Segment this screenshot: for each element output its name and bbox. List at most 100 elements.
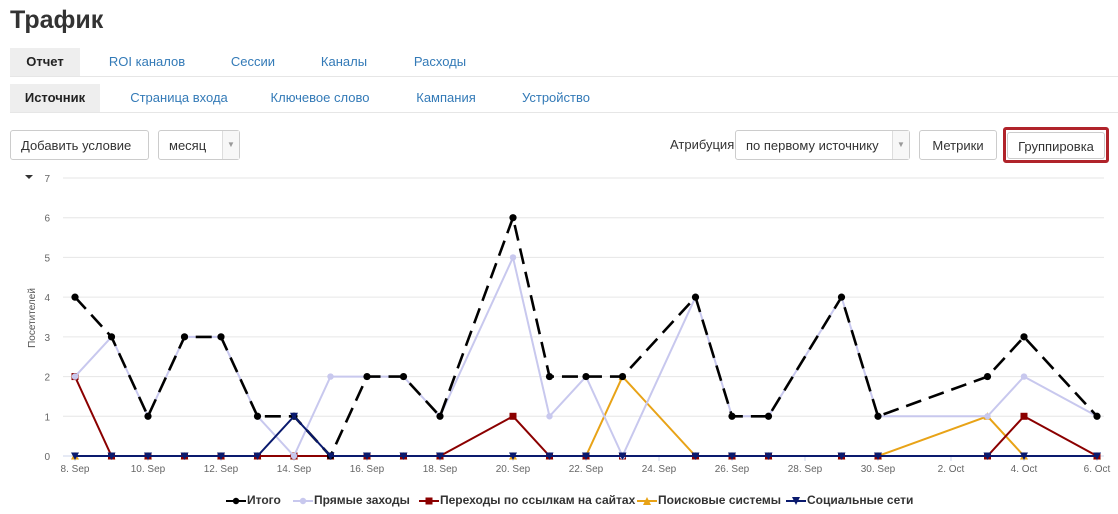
- data-point: [71, 373, 79, 380]
- data-point: [1020, 333, 1028, 341]
- legend-total-label: Итого: [247, 493, 281, 507]
- select-arrow-icon: ▼: [222, 131, 239, 159]
- data-point: [107, 452, 116, 460]
- legend-social-marker-icon: [786, 496, 806, 505]
- data-point: [546, 413, 553, 420]
- attribution-label: Атрибуция: [670, 137, 735, 152]
- data-point: [1020, 412, 1028, 420]
- x-tick-label: 20. Sep: [496, 464, 531, 475]
- legend-social-label: Социальные сети: [807, 493, 914, 507]
- primary-tabs: Отчет ROI каналов Сессии Каналы Расходы: [10, 48, 1118, 77]
- x-tick-label: 8. Sep: [61, 464, 90, 475]
- y-tick-label: 5: [44, 253, 50, 264]
- data-point: [728, 412, 736, 420]
- data-point: [509, 412, 517, 420]
- y-tick-label: 6: [44, 214, 50, 225]
- data-point: [837, 452, 846, 460]
- data-point: [764, 452, 773, 460]
- tab-campaign[interactable]: Кампания: [416, 90, 476, 105]
- data-point: [1093, 452, 1101, 460]
- y-axis-label: Посетителей: [27, 288, 38, 348]
- x-tick-label: 12. Sep: [204, 464, 239, 475]
- y-tick-label: 2: [44, 373, 50, 384]
- data-point: [1020, 373, 1028, 380]
- data-point: [144, 452, 152, 460]
- data-point: [363, 372, 371, 381]
- x-tick-label: 4. Oct: [1011, 464, 1038, 475]
- data-point: [984, 413, 991, 420]
- legend-referral-label: Переходы по ссылкам на сайтах: [440, 493, 636, 507]
- data-point: [399, 452, 408, 460]
- legend-item-direct[interactable]: Прямые заходы: [292, 493, 410, 507]
- data-point: [253, 452, 262, 460]
- period-select[interactable]: месяц ▼: [158, 130, 240, 160]
- attribution-select-value: по первому источнику: [746, 138, 879, 153]
- chart-grid: [63, 177, 1104, 457]
- data-point: [71, 452, 79, 460]
- x-tick-label: 22. Sep: [569, 464, 604, 475]
- add-condition-button[interactable]: Добавить условие: [10, 130, 149, 179]
- data-point: [107, 333, 116, 341]
- data-point: [874, 412, 882, 420]
- x-tick-label: 6. Oct: [1084, 464, 1111, 475]
- tab-source[interactable]: Источник: [10, 84, 100, 112]
- page-title: Трафик: [10, 6, 104, 34]
- legend-item-referral[interactable]: Переходы по ссылкам на сайтах: [418, 493, 635, 507]
- grouping-highlight-frame: [1003, 127, 1109, 163]
- data-point: [509, 254, 517, 261]
- tab-expenses[interactable]: Расходы: [413, 54, 467, 69]
- legend-item-social[interactable]: Социальные сети: [785, 493, 913, 507]
- data-point: [837, 293, 846, 301]
- tab-keyword[interactable]: Ключевое слово: [270, 90, 370, 105]
- data-point: [363, 452, 371, 460]
- x-tick-label: 16. Sep: [350, 464, 385, 475]
- tab-landing-page[interactable]: Страница входа: [130, 90, 228, 105]
- metrics-button[interactable]: Метрики: [919, 130, 997, 160]
- attribution-select[interactable]: по первому источнику ▼: [735, 130, 910, 160]
- y-tick-label: 3: [44, 333, 50, 344]
- legend-item-search[interactable]: Поисковые системы: [636, 493, 781, 507]
- x-tick-label: 2. Oct: [938, 464, 965, 475]
- data-point: [326, 452, 335, 460]
- data-point: [290, 412, 298, 421]
- x-tick-label: 28. Sep: [788, 464, 823, 475]
- data-point: [509, 452, 517, 460]
- tab-channels[interactable]: Каналы: [320, 54, 368, 69]
- tab-sessions[interactable]: Сессии: [230, 54, 276, 69]
- legend-item-total[interactable]: Итого: [225, 493, 281, 507]
- data-point: [399, 372, 408, 381]
- series-line: [74, 254, 1098, 459]
- tab-device[interactable]: Устройство: [521, 90, 590, 105]
- data-point: [691, 293, 700, 301]
- data-point: [436, 452, 444, 460]
- data-point: [180, 452, 189, 460]
- series-line: [74, 213, 1098, 459]
- data-point: [253, 412, 262, 420]
- series-4: [71, 412, 1101, 460]
- y-tick-label: 4: [44, 293, 50, 304]
- data-point: [144, 412, 152, 420]
- x-tick-label: 24. Sep: [642, 464, 677, 475]
- data-point: [618, 372, 627, 381]
- data-point: [874, 452, 882, 460]
- y-tick-label: 1: [44, 412, 50, 423]
- tab-report[interactable]: Отчет: [10, 48, 80, 76]
- data-point: [436, 412, 444, 420]
- x-tick-label: 14. Sep: [277, 464, 312, 475]
- chart-series: [71, 213, 1101, 460]
- legend-direct-label: Прямые заходы: [314, 493, 410, 507]
- y-axis-ticks: 0 1 2 3 4 5 6 7: [44, 174, 50, 463]
- series-line: [75, 414, 1097, 457]
- caret-down-icon: [25, 174, 33, 179]
- y-tick-label: 0: [44, 452, 50, 463]
- tab-roi-channels[interactable]: ROI каналов: [108, 54, 186, 69]
- data-point: [582, 372, 590, 381]
- data-point: [983, 452, 992, 460]
- legend-referral-marker-icon: [419, 497, 439, 505]
- period-select-value: месяц: [169, 138, 207, 153]
- data-point: [618, 452, 627, 460]
- x-tick-label: 10. Sep: [131, 464, 166, 475]
- grouping-button[interactable]: Группировка: [1007, 132, 1105, 159]
- data-point: [217, 452, 225, 460]
